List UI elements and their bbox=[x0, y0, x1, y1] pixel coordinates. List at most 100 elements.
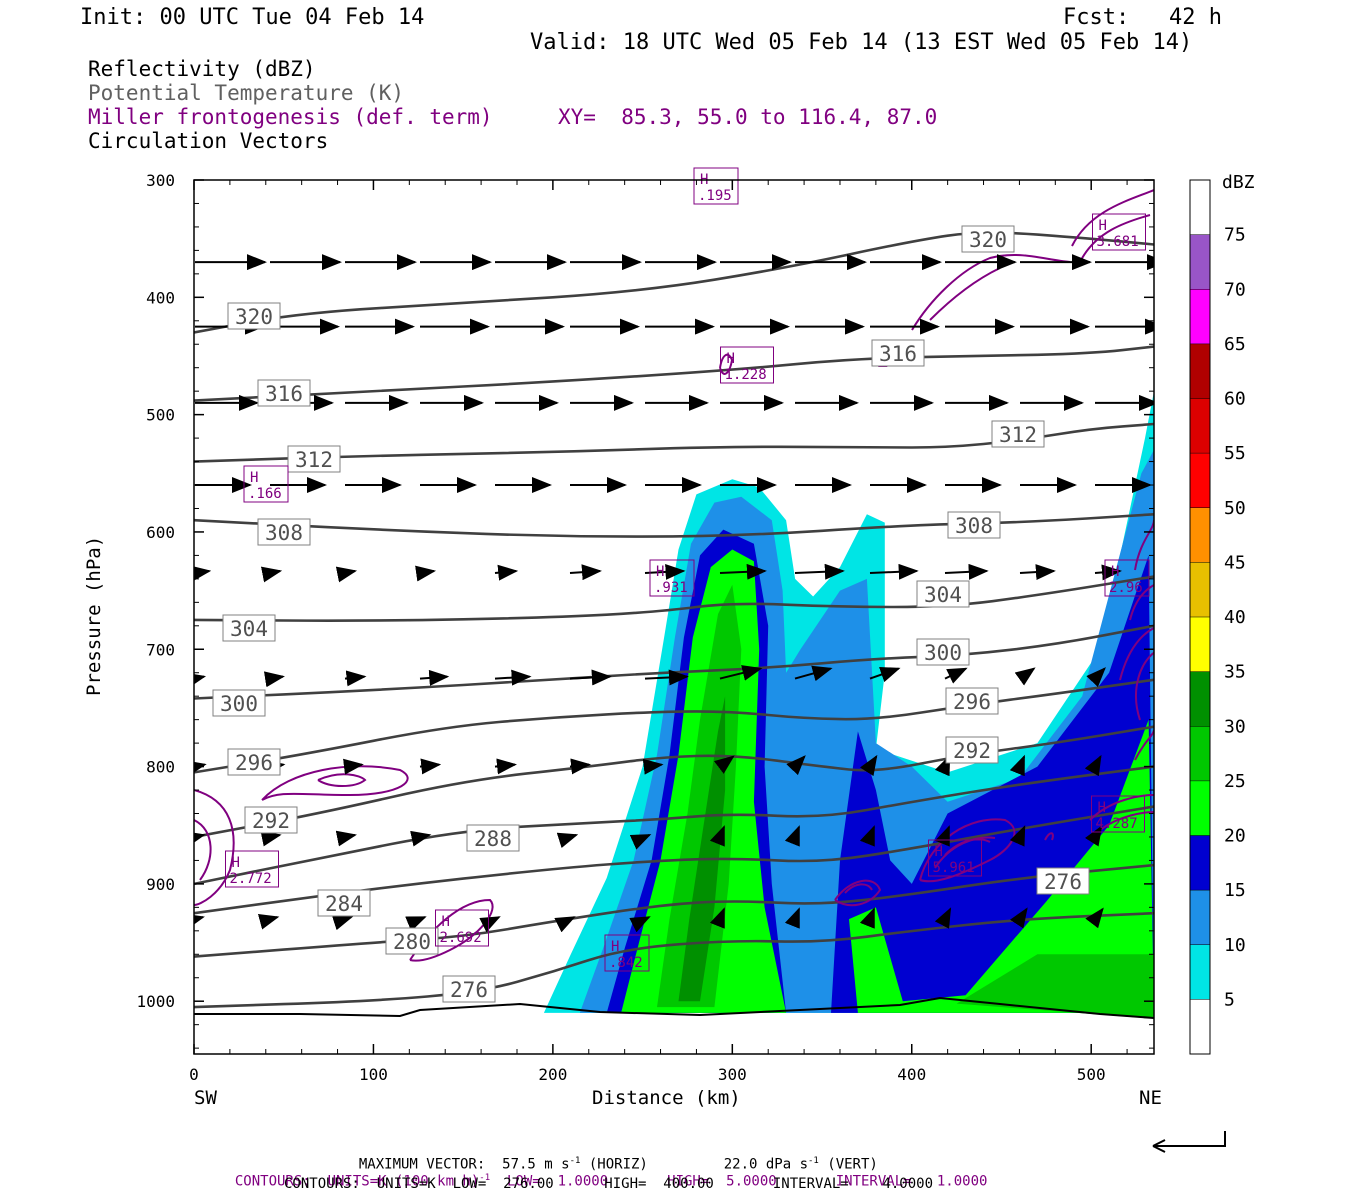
theta-label-280: 280 bbox=[385, 927, 439, 955]
colorbar-level-label: 15 bbox=[1224, 880, 1246, 901]
frontogenesis-contour bbox=[929, 267, 1001, 321]
svg-text:1.228: 1.228 bbox=[725, 367, 767, 383]
circulation-vector bbox=[869, 563, 919, 580]
circulation-vector bbox=[784, 825, 800, 847]
colorbar-level-label: 10 bbox=[1224, 935, 1246, 956]
circulation-vector bbox=[494, 669, 532, 686]
svg-text:.195: .195 bbox=[698, 188, 732, 204]
colorbar-level-label: 40 bbox=[1224, 607, 1246, 628]
circulation-vector bbox=[1019, 564, 1056, 581]
return-arrow-icon bbox=[1152, 1131, 1226, 1153]
svg-text:288: 288 bbox=[474, 827, 512, 851]
y-tick-label: 500 bbox=[146, 406, 175, 425]
circulation-vector bbox=[709, 825, 725, 847]
circulation-vector bbox=[629, 834, 652, 850]
circulation-vector bbox=[569, 669, 612, 686]
svg-text:312: 312 bbox=[295, 448, 333, 472]
circulation-vector bbox=[257, 914, 280, 930]
colorbar-swatch bbox=[1190, 944, 1210, 1000]
frontogenesis-max-label: H5.961 bbox=[928, 839, 982, 877]
frontogenesis-contour bbox=[317, 773, 367, 787]
circulation-vector bbox=[794, 665, 833, 682]
frontogenesis-contour-info: CONTOURS: UNITS=K (100 km h)-1 LOW= 1.00… bbox=[218, 1157, 988, 1190]
circulation-vector bbox=[784, 907, 800, 929]
x-tick-label: 200 bbox=[538, 1065, 567, 1084]
circulation-vector bbox=[335, 566, 358, 583]
theta-label-296: 296 bbox=[227, 748, 281, 776]
below-ground-mask bbox=[194, 1014, 1154, 1054]
circulation-vector bbox=[415, 565, 437, 582]
svg-text:H: H bbox=[1098, 800, 1106, 816]
circulation-vector bbox=[1086, 667, 1106, 688]
theta-label-304: 304 bbox=[916, 580, 970, 608]
circulation-vector bbox=[343, 758, 364, 775]
svg-text:296: 296 bbox=[235, 751, 273, 775]
circulation-vector bbox=[644, 669, 689, 686]
theta-contour-288 bbox=[194, 765, 1154, 886]
theta-label-316: 316 bbox=[871, 339, 925, 367]
frontogenesis-contour bbox=[1044, 832, 1054, 841]
colorbar-level-label: 50 bbox=[1224, 498, 1246, 519]
init-time: Init: 00 UTC Tue 04 Feb 14 bbox=[80, 5, 425, 30]
reflectivity-region-25dbz bbox=[956, 954, 1154, 1019]
circulation-vector bbox=[1009, 754, 1026, 777]
circulation-vector bbox=[1084, 754, 1102, 777]
circulation-vector bbox=[859, 907, 875, 929]
circulation-vector bbox=[494, 564, 519, 581]
axes: 300 400 500 600 700 800 900 1000 0 100 200 300 400 50… bbox=[136, 171, 1154, 1084]
colorbar-level-label: 5 bbox=[1224, 989, 1235, 1010]
y-tick-label: 1000 bbox=[136, 992, 175, 1011]
circulation-vector bbox=[554, 916, 576, 933]
colorbar-swatch bbox=[1190, 343, 1210, 399]
frontogenesis-contour bbox=[844, 883, 873, 894]
circulation-vector bbox=[479, 916, 501, 933]
circulation-vector bbox=[642, 758, 664, 775]
theta-label-312: 312 bbox=[991, 420, 1045, 448]
svg-text:4.287: 4.287 bbox=[1096, 816, 1138, 832]
fronto-contour-sup: -1 bbox=[479, 1173, 491, 1183]
max-vector-text-2: (HORIZ) 22.0 dPa s bbox=[580, 1156, 808, 1173]
x-tick-label: 400 bbox=[897, 1065, 926, 1084]
circulation-vector bbox=[263, 671, 285, 688]
frontogenesis-contour bbox=[194, 819, 212, 881]
frontogenesis-max-label: H.195 bbox=[693, 167, 739, 205]
svg-text:H: H bbox=[250, 470, 258, 486]
max-vector-sup-1: -1 bbox=[569, 1156, 581, 1166]
xy-label: XY= 85.3, 55.0 to 116.4, 87.0 bbox=[558, 105, 938, 129]
svg-text:H: H bbox=[611, 939, 619, 955]
reflectivity-shading bbox=[194, 391, 1154, 1054]
theta-label-320: 320 bbox=[961, 225, 1015, 253]
frontogenesis-contour bbox=[911, 253, 1071, 331]
x-axis-label: Distance (km) bbox=[592, 1087, 741, 1109]
circulation-vector bbox=[419, 669, 450, 686]
circulation-vector bbox=[934, 907, 952, 929]
theta-label-320: 320 bbox=[227, 302, 281, 330]
svg-text:.166: .166 bbox=[248, 486, 282, 502]
max-vector-info: MAXIMUM VECTOR: 57.5 m s-1 (HORIZ) 22.0 … bbox=[342, 1140, 878, 1173]
svg-text:H: H bbox=[442, 914, 450, 930]
theta-label-288: 288 bbox=[466, 824, 520, 852]
max-vector-text-3: (VERT) bbox=[818, 1156, 878, 1173]
svg-text:320: 320 bbox=[235, 305, 273, 329]
y-tick-label: 800 bbox=[146, 758, 175, 777]
sw-label: SW bbox=[194, 1087, 217, 1109]
frontogenesis-contour bbox=[1089, 794, 1154, 821]
svg-text:308: 308 bbox=[265, 521, 303, 545]
circulation-vector bbox=[194, 913, 205, 930]
x-tick-label: 0 bbox=[189, 1065, 199, 1084]
frontogenesis-max-label: H2.96 bbox=[1104, 559, 1150, 597]
circulation-vector bbox=[419, 758, 442, 775]
frontogenesis-max-label: H1.228 bbox=[720, 346, 774, 384]
circulation-vector bbox=[719, 665, 763, 681]
plot-frame bbox=[193, 179, 1155, 1055]
theta-label-276: 276 bbox=[442, 975, 496, 1003]
colorbar-swatch bbox=[1190, 234, 1210, 290]
y-tick-label: 900 bbox=[146, 875, 175, 894]
y-tick-label: 700 bbox=[146, 640, 175, 659]
circulation-vector bbox=[405, 916, 427, 932]
frontogenesis-contour bbox=[1071, 189, 1154, 247]
theta-label-300: 300 bbox=[916, 638, 970, 666]
svg-text:.842: .842 bbox=[609, 955, 643, 971]
colorbar-unit-label: dBZ bbox=[1222, 172, 1255, 193]
